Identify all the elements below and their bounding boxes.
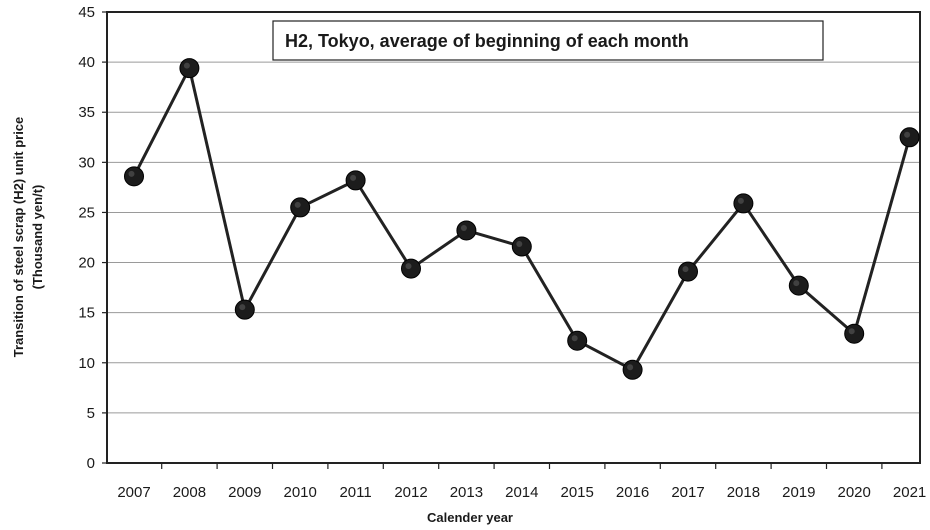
data-point-highlight — [627, 364, 634, 371]
x-axis-title: Calender year — [427, 510, 513, 525]
x-tick-labels: 2007 2008 2009 2010 2011 2012 2013 2014 2015 2016… — [117, 463, 926, 501]
data-point-highlight — [848, 328, 855, 335]
y-tick-label: 35 — [78, 104, 95, 121]
data-point-highlight — [737, 197, 744, 204]
data-point-2017 — [678, 261, 698, 282]
x-tick-label: 2014 — [505, 484, 538, 501]
y-tick-label: 20 — [78, 255, 95, 272]
x-tick-label: 2019 — [782, 484, 815, 501]
x-tick-label: 2012 — [394, 484, 427, 501]
x-tick-label: 2017 — [671, 484, 704, 501]
x-tick-label: 2010 — [284, 484, 317, 501]
y-tick-label: 5 — [87, 405, 95, 422]
data-point-2007 — [124, 166, 144, 187]
data-point-2009 — [234, 299, 255, 320]
data-point-2015 — [567, 330, 588, 351]
data-point-highlight — [239, 304, 246, 311]
data-point-2019 — [788, 275, 809, 296]
y-tick-label: 15 — [78, 305, 95, 322]
data-point-highlight — [294, 201, 301, 208]
data-point-highlight — [571, 335, 578, 342]
x-tick-label: 2013 — [450, 484, 483, 501]
y-tick-label: 45 — [78, 4, 95, 21]
data-point-2010 — [290, 197, 311, 218]
x-tick-label: 2015 — [561, 484, 594, 501]
data-point-highlight — [682, 266, 689, 273]
x-tick-label: 2018 — [727, 484, 760, 501]
data-point-2021 — [899, 127, 920, 148]
y-tick-label: 0 — [87, 455, 95, 472]
y-axis-title-line1: Transition of steel scrap (H2) unit pric… — [11, 117, 26, 358]
data-point-2013 — [456, 220, 477, 241]
x-tick-label: 2007 — [117, 484, 150, 501]
data-point-2008 — [179, 58, 200, 79]
data-point-2012 — [401, 258, 421, 279]
data-point-2018 — [733, 193, 754, 214]
data-point-highlight — [183, 62, 190, 69]
y-tick-labels: 0 5 10 15 20 25 30 35 40 45 — [78, 4, 107, 472]
chart-title: H2, Tokyo, average of beginning of each … — [285, 31, 689, 51]
plot-frame — [106, 11, 921, 464]
data-point-highlight — [405, 263, 412, 270]
y-tick-label: 30 — [78, 154, 95, 171]
data-point-highlight — [350, 174, 357, 181]
data-point-highlight — [516, 241, 523, 248]
y-tick-label: 40 — [78, 54, 95, 71]
data-point-highlight — [460, 224, 467, 231]
data-point-highlight — [904, 131, 911, 138]
x-tick-label: 2016 — [616, 484, 649, 501]
x-tick-label: 2009 — [228, 484, 261, 501]
y-tick-label: 10 — [78, 355, 95, 372]
x-tick-label: 2021 — [893, 484, 926, 501]
x-tick-label: 2008 — [173, 484, 206, 501]
series-h2-tokyo — [124, 58, 920, 380]
x-tick-label: 2020 — [838, 484, 871, 501]
data-point-2020 — [844, 323, 865, 344]
y-tick-label: 25 — [78, 204, 95, 221]
data-point-highlight — [128, 170, 135, 177]
data-point-2011 — [345, 170, 366, 191]
y-axis-title-line2: (Thousand yen/t) — [30, 185, 45, 290]
x-tick-label: 2011 — [339, 484, 371, 501]
data-point-highlight — [793, 280, 800, 287]
data-point-2016 — [622, 359, 643, 380]
chart-title-box — [272, 20, 824, 61]
data-point-2014 — [511, 236, 532, 257]
series-line — [132, 66, 912, 372]
